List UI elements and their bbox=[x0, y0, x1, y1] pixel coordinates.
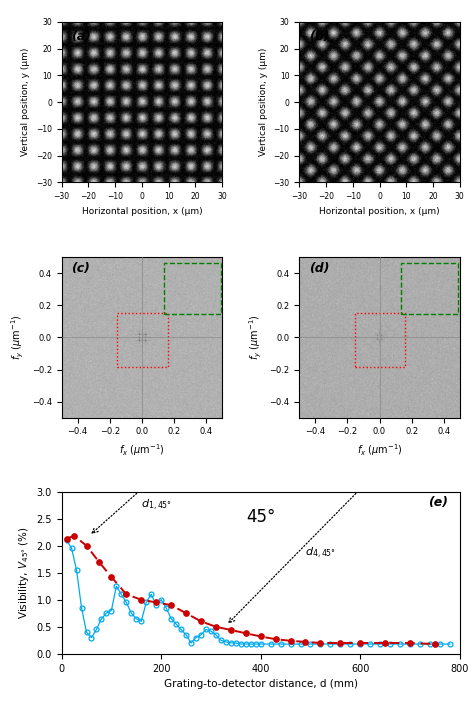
X-axis label: $f_x$ ($\mu$m$^{-1}$): $f_x$ ($\mu$m$^{-1}$) bbox=[119, 442, 165, 458]
Text: (b): (b) bbox=[309, 30, 329, 43]
Bar bbox=[117, 314, 168, 367]
Text: (e): (e) bbox=[428, 496, 448, 510]
X-axis label: Horizontal position, x (μm): Horizontal position, x (μm) bbox=[82, 207, 202, 216]
X-axis label: $f_x$ ($\mu$m$^{-1}$): $f_x$ ($\mu$m$^{-1}$) bbox=[356, 442, 402, 458]
Bar bbox=[401, 263, 458, 314]
Y-axis label: Vertical position, y (μm): Vertical position, y (μm) bbox=[21, 48, 30, 156]
Y-axis label: $f_y$ ($\mu$m$^{-1}$): $f_y$ ($\mu$m$^{-1}$) bbox=[10, 314, 26, 361]
Text: (c): (c) bbox=[71, 262, 90, 275]
Y-axis label: Visibility, $V_{45°}$ (%): Visibility, $V_{45°}$ (%) bbox=[17, 527, 31, 619]
Text: $d_{4,45°}$: $d_{4,45°}$ bbox=[305, 546, 337, 561]
Bar bbox=[164, 263, 220, 314]
X-axis label: Horizontal position, x (μm): Horizontal position, x (μm) bbox=[319, 207, 440, 216]
Text: $d_{1,45°}$: $d_{1,45°}$ bbox=[141, 498, 172, 512]
Y-axis label: Vertical position, y (μm): Vertical position, y (μm) bbox=[259, 48, 268, 156]
Text: 45°: 45° bbox=[246, 508, 275, 526]
Text: (d): (d) bbox=[309, 262, 329, 275]
Bar bbox=[355, 314, 405, 367]
Text: (a): (a) bbox=[71, 30, 91, 43]
X-axis label: Grating-to-detector distance, d (mm): Grating-to-detector distance, d (mm) bbox=[164, 679, 358, 689]
Y-axis label: $f_y$ ($\mu$m$^{-1}$): $f_y$ ($\mu$m$^{-1}$) bbox=[247, 314, 264, 361]
